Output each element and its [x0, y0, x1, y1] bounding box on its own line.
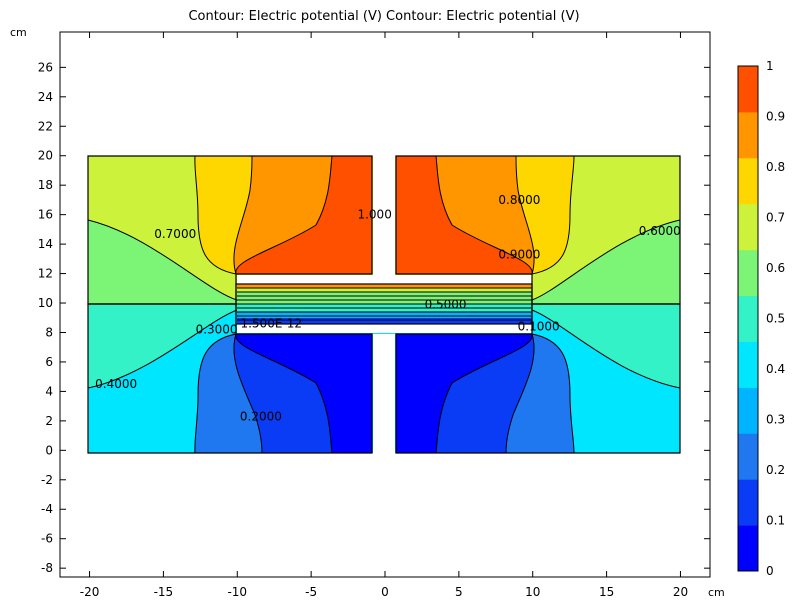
colorbar-tick-label: 0.1	[766, 514, 785, 528]
contour-label: 1.000	[357, 208, 391, 222]
x-tick-label: 15	[599, 585, 614, 599]
y-tick-label: -6	[41, 532, 53, 546]
x-tick-label: 5	[455, 585, 463, 599]
y-tick-label: -2	[41, 473, 53, 487]
y-tick-label: -8	[41, 561, 53, 575]
y-tick-label: 24	[38, 90, 53, 104]
colorbar-swatch	[738, 249, 758, 297]
colorbar-swatch	[738, 66, 758, 113]
y-tick-label: 8	[45, 325, 53, 339]
colorbar-tick-label: 1	[766, 59, 774, 73]
mid-band-0.3	[237, 312, 532, 318]
lower-band-0.1-left	[235, 334, 372, 453]
upper-plate-gap	[237, 275, 532, 284]
upper-band-0.9-right	[396, 156, 533, 274]
x-tick-label: -20	[80, 585, 100, 599]
colorbar: 0 0.1 0.2 0.3 0.4 0.5 0.6 0.7 0.8 0.9 1	[737, 59, 785, 578]
contour-label: 0.4000	[95, 377, 137, 391]
contour-label: 0.6000	[639, 224, 681, 238]
colorbar-swatch	[738, 203, 758, 251]
colorbar-swatch	[738, 525, 758, 572]
y-tick-label: 18	[38, 178, 53, 192]
y-tick-label: 10	[38, 296, 53, 310]
x-tick-label: 20	[673, 585, 688, 599]
colorbar-swatch	[738, 387, 758, 434]
contour-label: 1.500E-12	[240, 317, 302, 331]
lower-plate-gap	[237, 324, 532, 333]
colorbar-swatch	[738, 433, 758, 480]
colorbar-tick-label: 0	[766, 564, 774, 578]
x-tick-label: 0	[381, 585, 389, 599]
upper-band-0.5-right	[532, 220, 680, 304]
y-tick-label: 16	[38, 208, 53, 222]
y-tick-label: 4	[45, 384, 53, 398]
lower-band-0.5-left	[88, 304, 237, 388]
mid-band-0.1	[237, 318, 532, 324]
colorbar-tick-label: 0.4	[766, 362, 785, 376]
unit-label-x: cm	[708, 586, 725, 599]
contour-label: 0.1000	[518, 320, 560, 334]
colorbar-tick-label: 0.8	[766, 160, 785, 174]
lower-slot-gap	[373, 334, 395, 454]
mid-band-0.7	[237, 284, 532, 288]
contour-label: 0.2000	[240, 409, 282, 423]
contour-labels: 0.7000 1.000 0.8000 0.6000 0.9000 0.5000 0.300…	[95, 193, 681, 424]
chart-title: Contour: Electric potential (V) Contour:…	[188, 9, 579, 24]
contour-label: 0.8000	[498, 193, 540, 207]
x-tick-label: -5	[305, 585, 317, 599]
x-tick-label: -15	[154, 585, 174, 599]
mid-band-0.5	[237, 292, 532, 304]
colorbar-tick-label: 0.6	[766, 261, 785, 275]
colorbar-tick-label: 0.5	[766, 312, 785, 326]
colorbar-swatch	[738, 111, 758, 159]
upper-band-0.5	[88, 220, 237, 304]
y-tick-label: 14	[38, 237, 53, 251]
contour-label: 0.3000	[196, 323, 238, 337]
colorbar-tick-label: 0.2	[766, 463, 785, 477]
colorbar-frame	[737, 65, 759, 572]
colorbar-swatch	[738, 157, 758, 205]
colorbar-tick-label: 0.7	[766, 211, 785, 225]
colorbar-ticks: 0 0.1 0.2 0.3 0.4 0.5 0.6 0.7 0.8 0.9 1	[766, 59, 785, 578]
y-tick-label: 0	[45, 443, 53, 457]
contour-label: 0.5000	[425, 298, 467, 312]
y-tick-label: 12	[38, 267, 53, 281]
colorbar-swatch	[738, 341, 758, 388]
colorbar-tick-label: 0.3	[766, 413, 785, 427]
unit-label-y: cm	[10, 26, 27, 39]
upper-band-0.9-left	[235, 156, 372, 274]
x-tick-label: 10	[525, 585, 540, 599]
lower-band-0.5-right	[532, 304, 680, 388]
colorbar-swatch	[738, 295, 758, 342]
colorbar-tick-label: 0.9	[766, 110, 785, 124]
x-axis-ticks: -20 -15 -10 -5 0 5 10 15 20	[80, 32, 688, 599]
y-tick-label: 26	[38, 60, 53, 74]
y-tick-label: 2	[45, 414, 53, 428]
y-tick-label: -4	[41, 502, 53, 516]
y-tick-label: 20	[38, 149, 53, 163]
lower-band-0.1-right	[396, 334, 533, 453]
x-tick-label: -10	[227, 585, 247, 599]
field-regions	[88, 156, 680, 454]
y-tick-label: 6	[45, 355, 53, 369]
contour-label: 0.9000	[498, 247, 540, 261]
contour-lines	[87, 155, 681, 454]
upper-slot-gap	[373, 156, 395, 275]
y-tick-label: 22	[38, 119, 53, 133]
geometry-outline	[87, 155, 681, 454]
colorbar-swatch	[738, 479, 758, 526]
colorbar-swatches	[738, 66, 758, 572]
contour-label: 0.7000	[154, 227, 196, 241]
